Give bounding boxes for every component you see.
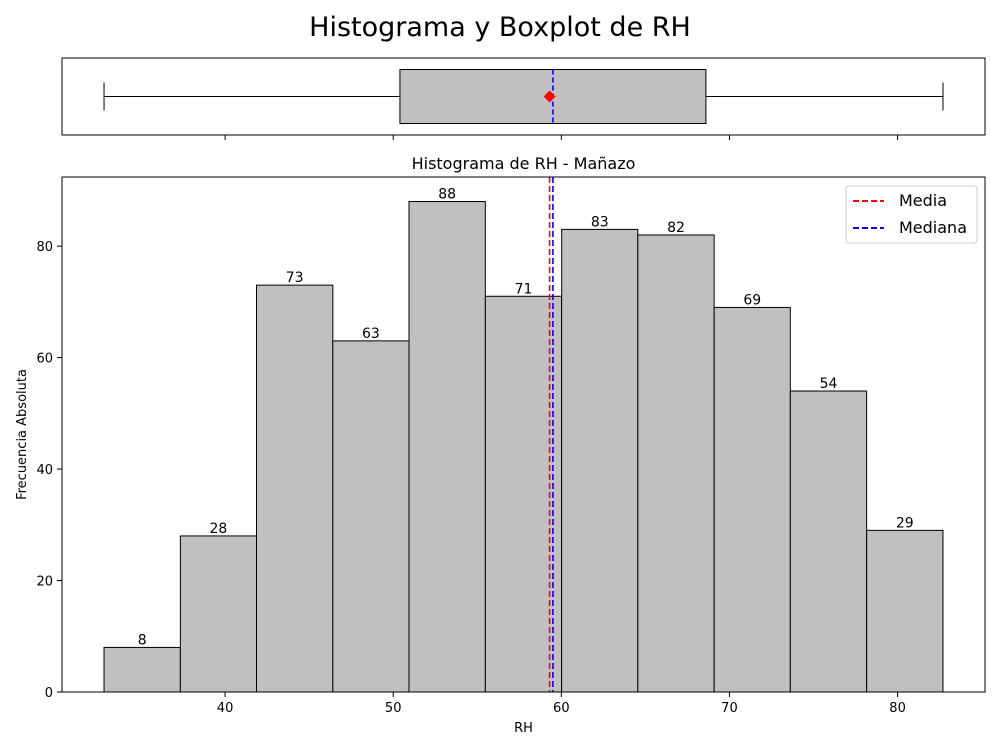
x-axis-label: RH <box>514 721 533 736</box>
histogram-bar <box>789 390 868 693</box>
bar-value-label: 54 <box>820 376 838 392</box>
histogram-bar <box>866 529 944 693</box>
histogram-bar <box>332 340 410 693</box>
bar-value-label: 82 <box>667 220 685 236</box>
histogram-x-ticks: 40 50 60 70 80 <box>217 692 906 716</box>
histogram-axes-frame <box>61 176 986 693</box>
legend-mean-label: Media <box>899 191 947 210</box>
legend: Media Mediana <box>845 185 978 244</box>
histogram-y-ticks: 0 20 40 60 80 <box>36 240 62 701</box>
bar-value-label: 73 <box>286 270 304 286</box>
boxplot-marks <box>103 69 944 124</box>
boxplot-panel <box>61 57 986 140</box>
bar-value-label: 29 <box>896 515 914 531</box>
y-tick-label: 0 <box>45 686 53 701</box>
y-axis-label: Frecuencia Absoluta <box>15 369 30 500</box>
boxplot-x-ticks <box>224 135 899 140</box>
bar-value-label: 88 <box>438 187 456 203</box>
histogram-bar <box>103 646 181 693</box>
x-tick-label: 50 <box>385 701 402 716</box>
histogram-bar <box>408 201 486 693</box>
legend-box <box>845 185 978 244</box>
bar-value-label: 63 <box>362 326 380 342</box>
histogram-bar <box>561 228 639 693</box>
histogram-bars <box>103 201 944 693</box>
x-tick-label: 60 <box>553 701 570 716</box>
mean-marker <box>543 90 556 103</box>
bar-value-label: 8 <box>138 632 147 648</box>
bar-value-label: 69 <box>743 292 761 308</box>
bar-value-label: 28 <box>210 521 228 537</box>
histogram-bar <box>637 234 715 693</box>
y-tick-label: 20 <box>36 575 53 590</box>
histogram-bar <box>256 284 334 693</box>
legend-median-label: Mediana <box>899 218 967 237</box>
x-tick-label: 70 <box>721 701 738 716</box>
reference-lines <box>548 177 554 692</box>
boxplot-axes-frame <box>61 57 986 136</box>
histogram-title: Histograma de RH - Mañazo <box>412 154 636 173</box>
histogram-bar <box>179 535 258 693</box>
bar-value-label: 83 <box>591 214 609 230</box>
x-tick-label: 40 <box>217 701 234 716</box>
histogram-bar <box>713 306 791 693</box>
x-tick-label: 80 <box>889 701 906 716</box>
y-tick-label: 60 <box>36 352 53 367</box>
histogram-data-labels: 8 28 73 63 88 71 83 82 69 54 29 <box>138 187 914 649</box>
figure-suptitle: Histograma y Boxplot de RH <box>309 12 691 43</box>
y-tick-label: 80 <box>36 240 53 255</box>
y-tick-label: 40 <box>36 463 53 478</box>
bar-value-label: 71 <box>515 281 533 297</box>
